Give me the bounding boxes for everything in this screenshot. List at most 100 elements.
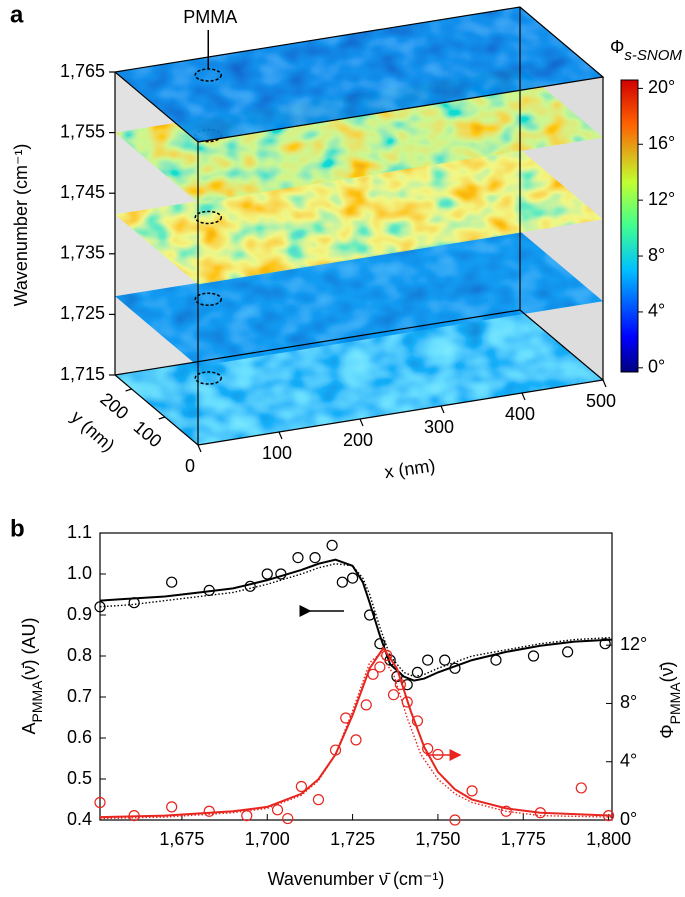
y2-axis-label: ΦPMMA(ν̄) — [657, 661, 683, 738]
z-axis-label: Wavenumber (cm⁻¹) — [11, 144, 31, 307]
box-edge — [113, 309, 605, 446]
x-tick — [278, 431, 283, 440]
x-tick-label: 1,725 — [330, 829, 375, 849]
data-point — [575, 782, 587, 794]
label-part: s-SNOM — [624, 47, 682, 64]
data-point — [309, 551, 321, 564]
y-tick-label: 1.0 — [67, 563, 92, 583]
x-tick-label: 1,800 — [586, 829, 631, 849]
x-tick-label: 1,750 — [415, 829, 460, 849]
fit-line — [99, 558, 613, 682]
y-tick-label: 0.9 — [67, 604, 92, 624]
x-tick-label: 200 — [343, 430, 373, 450]
x-tick — [521, 392, 526, 401]
data-point — [364, 609, 376, 621]
data-point — [312, 794, 325, 806]
y2-tick-label: 4° — [620, 750, 637, 770]
x-axis-label: x (nm) — [383, 455, 436, 482]
data-point — [295, 780, 307, 793]
data-point — [387, 689, 400, 701]
data-point — [562, 646, 574, 658]
pmma-marker — [194, 292, 223, 306]
colorbar-tick-label: 4° — [648, 301, 665, 321]
pmma-marker — [194, 210, 223, 225]
data-point — [422, 654, 434, 666]
x-tick-label: 1,775 — [501, 829, 546, 849]
x-tick-label: 100 — [262, 443, 292, 463]
z-tick-label: 1,745 — [60, 182, 105, 202]
data-point — [360, 699, 372, 711]
x-tick-label: 0 — [185, 456, 195, 476]
data-point — [282, 812, 294, 825]
data-point — [346, 572, 359, 584]
fit-line — [99, 646, 613, 819]
y-tick-label: 0.5 — [67, 768, 92, 788]
data-point — [466, 785, 478, 797]
y-tick-label: 200 — [96, 389, 132, 424]
data-point — [527, 650, 540, 662]
x-tick-label: 300 — [424, 417, 454, 437]
data-point — [271, 804, 284, 816]
data-point — [203, 805, 215, 817]
y-tick — [125, 388, 132, 392]
label-part: (ν̄) (AU) — [19, 618, 39, 681]
data-point — [94, 796, 106, 809]
label-part: PMMA — [29, 680, 45, 723]
data-point — [261, 568, 273, 580]
label-part: Φ — [610, 37, 624, 57]
y-tick-label: 0.8 — [67, 645, 92, 665]
annotation: PMMA — [183, 7, 237, 27]
panel-a: PMMA 1,715 1,725 1,735 1,745 1,755 1,765 Wavenu… — [11, 6, 682, 482]
x-tick — [602, 379, 607, 388]
y-tick — [158, 416, 165, 420]
z-tick-label: 1,765 — [60, 61, 105, 81]
z-tick-label: 1,735 — [60, 243, 105, 263]
pmma-marker — [194, 371, 223, 385]
data-point — [500, 805, 512, 817]
x-tick-label: 1,700 — [245, 829, 290, 849]
colorbar-tick-label: 16° — [648, 133, 675, 153]
y-tick-label: 1.1 — [67, 522, 92, 542]
x-tick — [440, 405, 445, 414]
colorbar-tick-label: 0° — [648, 357, 665, 377]
box-edge — [113, 6, 605, 143]
y2-tick-label: 0° — [620, 809, 637, 829]
y-tick-label: 0.7 — [67, 686, 92, 706]
x-tick — [197, 444, 202, 453]
y2-tick-label: 12° — [620, 634, 647, 654]
data-point — [336, 576, 348, 588]
colorbar-title: Φs-SNOM — [610, 37, 682, 65]
x-tick — [359, 418, 364, 427]
data-point — [292, 551, 304, 564]
panel-label: b — [10, 515, 25, 542]
data-point — [411, 715, 424, 727]
x-tick-label: 1,675 — [159, 829, 204, 849]
panel-b: 0.4 0.5 0.6 0.7 0.8 0.9 1.0 1.1 0° 4° 8° 12° 1,675 1,… — [19, 522, 683, 889]
x-tick-label: 500 — [586, 391, 616, 411]
plot-frame — [99, 532, 613, 821]
y-tick-label: 0.4 — [67, 809, 92, 829]
label-part: (ν̄) — [657, 661, 677, 682]
label-part: PMMA — [667, 682, 683, 725]
y2-tick-label: 8° — [620, 692, 637, 712]
data-point — [490, 654, 502, 666]
x-tick-label: 400 — [505, 404, 535, 424]
colorbar-tick-label: 20° — [648, 77, 675, 97]
data-point — [374, 661, 386, 673]
data-point — [166, 801, 178, 813]
label-part: A — [19, 722, 39, 734]
z-tick-label: 1,755 — [60, 121, 105, 141]
data-point — [166, 576, 178, 588]
colorbar-tick-label: 8° — [648, 245, 665, 265]
data-point — [381, 649, 393, 661]
data-point — [350, 734, 362, 746]
y-tick-label: 100 — [130, 417, 166, 452]
data-point — [411, 666, 424, 679]
panel-label: a — [10, 1, 24, 28]
y-tick-label: 0.6 — [67, 727, 92, 747]
data-point — [599, 638, 611, 650]
data-point — [241, 810, 253, 822]
z-tick-label: 1,715 — [60, 364, 105, 384]
fit-line — [99, 563, 613, 678]
